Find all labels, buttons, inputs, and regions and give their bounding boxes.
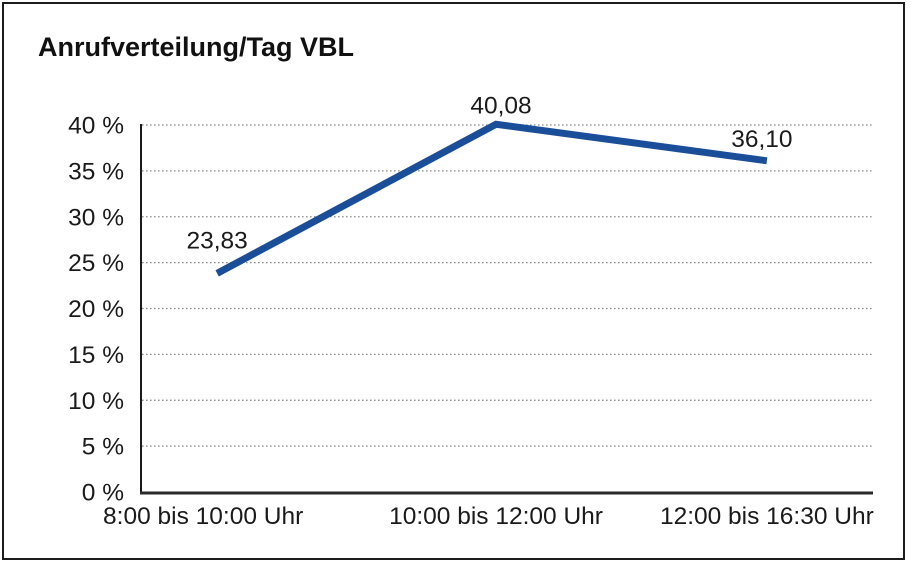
x-category-label: 8:00 bis 10:00 Uhr	[103, 503, 303, 530]
y-tick-label: 20 %	[68, 296, 124, 323]
y-tick-label: 5 %	[82, 434, 124, 461]
data-line	[215, 120, 768, 277]
x-category-label: 12:00 bis 16:30 Uhr	[660, 503, 874, 530]
data-point-label: 23,83	[186, 227, 247, 254]
y-tick-label: 40 %	[68, 113, 124, 140]
chart-title: Anrufverteilung/Tag VBL	[38, 32, 355, 62]
y-tick-label: 10 %	[68, 388, 124, 415]
chart-frame	[2, 2, 905, 560]
y-tick-label: 25 %	[68, 250, 124, 277]
data-point-label: 40,08	[470, 92, 531, 119]
data-point-label: 36,10	[731, 126, 792, 153]
y-tick-label: 35 %	[68, 158, 124, 185]
x-category-label: 10:00 bis 12:00 Uhr	[389, 503, 603, 530]
y-tick-label: 0 %	[82, 480, 124, 507]
y-tick-label: 15 %	[68, 342, 124, 369]
y-tick-label: 30 %	[68, 204, 124, 231]
